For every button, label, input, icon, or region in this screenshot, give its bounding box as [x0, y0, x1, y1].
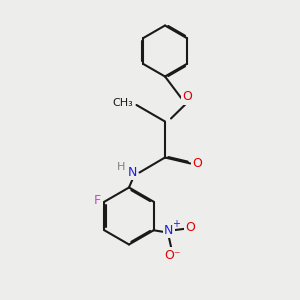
Text: F: F — [94, 194, 101, 207]
Text: CH₃: CH₃ — [113, 98, 134, 109]
Text: N: N — [127, 166, 137, 179]
Text: O: O — [192, 157, 202, 170]
Text: O: O — [186, 221, 196, 234]
Text: O: O — [182, 90, 192, 104]
Text: H: H — [117, 162, 125, 172]
Text: N: N — [164, 224, 173, 237]
Text: O⁻: O⁻ — [164, 249, 181, 262]
Text: +: + — [172, 219, 180, 229]
